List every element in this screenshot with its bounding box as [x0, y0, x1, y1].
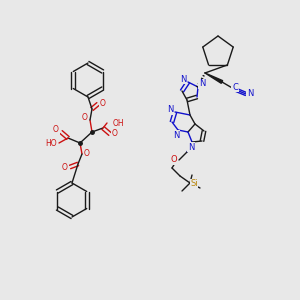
- Text: O: O: [53, 125, 59, 134]
- Text: N: N: [247, 89, 253, 98]
- Text: Si: Si: [190, 179, 198, 188]
- Text: O: O: [112, 130, 118, 139]
- Text: O: O: [82, 113, 88, 122]
- Text: O: O: [62, 163, 68, 172]
- Text: O: O: [100, 100, 106, 109]
- Text: O: O: [84, 149, 90, 158]
- Text: N: N: [188, 142, 194, 152]
- Polygon shape: [205, 73, 223, 83]
- Text: O: O: [171, 155, 177, 164]
- Text: C: C: [232, 82, 238, 91]
- Text: OH: OH: [113, 118, 124, 127]
- Text: N: N: [180, 74, 186, 83]
- Text: N: N: [199, 80, 205, 88]
- Text: N: N: [173, 130, 179, 140]
- Text: N: N: [167, 106, 173, 115]
- Text: HO: HO: [45, 139, 57, 148]
